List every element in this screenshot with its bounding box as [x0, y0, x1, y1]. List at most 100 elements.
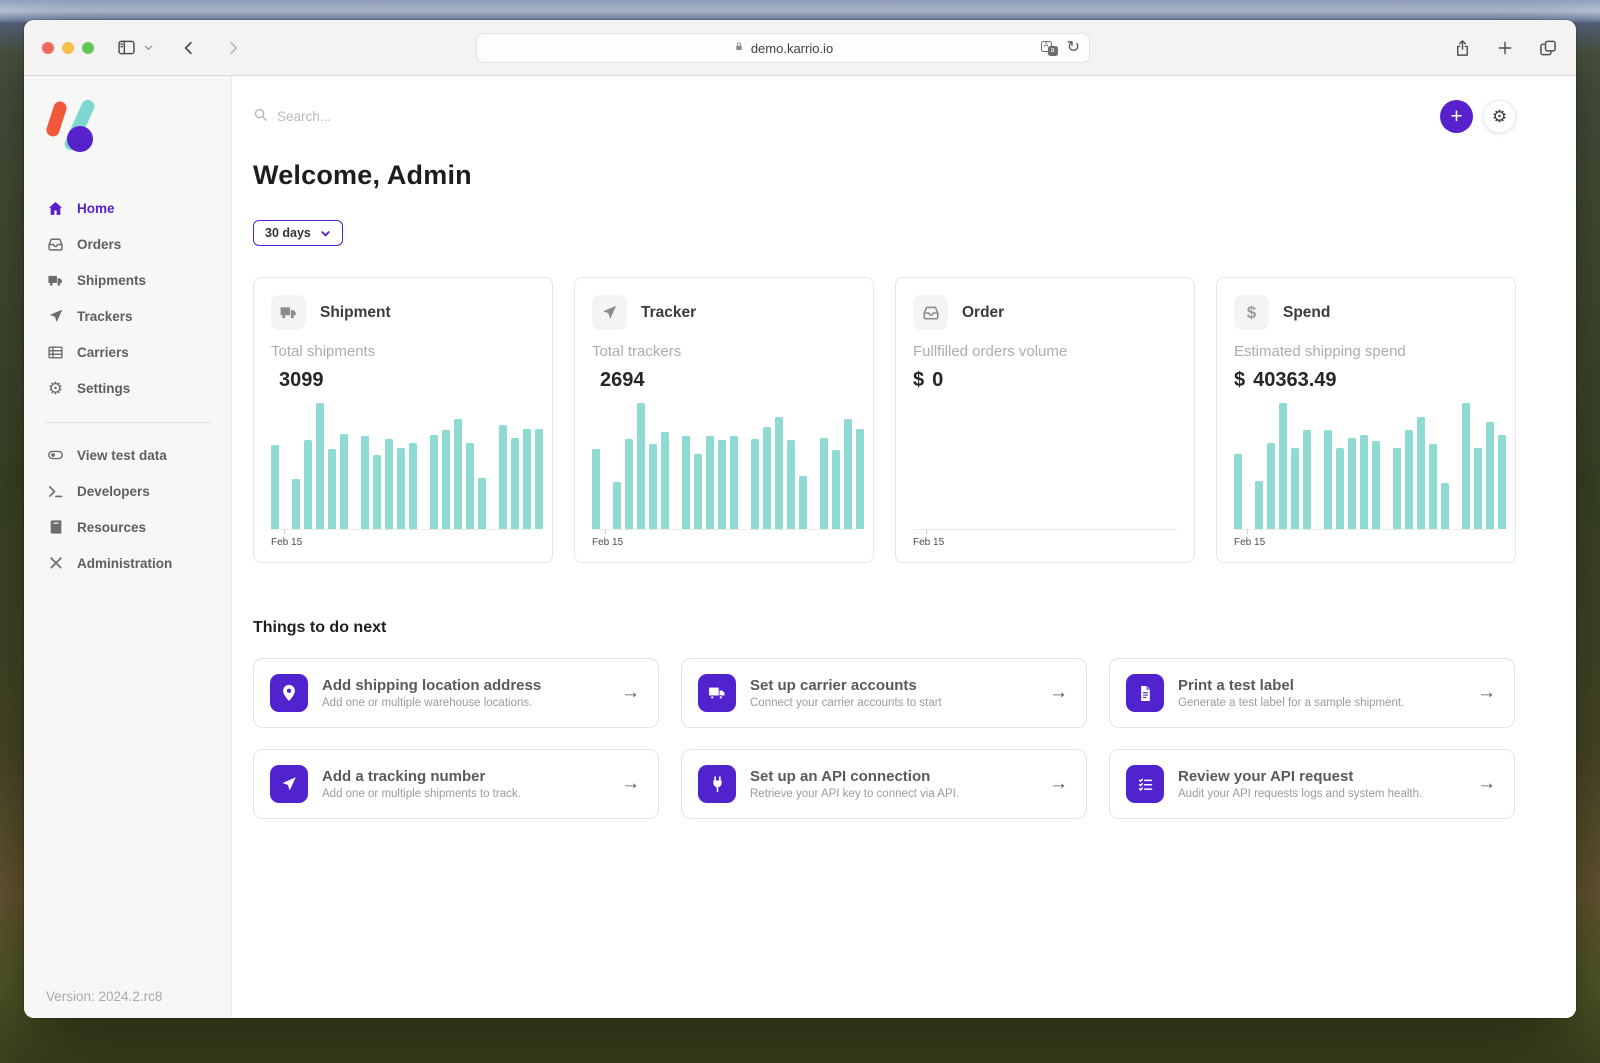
map-pin-icon — [270, 674, 308, 712]
task-setup-carrier-accounts[interactable]: Set up carrier accounts Connect your car… — [681, 658, 1087, 728]
task-title: Review your API request — [1178, 768, 1422, 785]
stat-title: Order — [962, 304, 1004, 322]
sidebar-item-orders[interactable]: Orders — [24, 226, 231, 262]
karrio-logo — [46, 98, 98, 154]
close-window-button[interactable] — [42, 42, 54, 54]
sidebar-item-label: View test data — [77, 448, 167, 463]
chart-x-label: Feb 15 — [913, 537, 1177, 548]
browser-window: demo.karrio.io Aa ↻ — [24, 20, 1576, 1018]
sidebar-item-label: Administration — [77, 556, 172, 571]
sidebar-item-label: Orders — [77, 237, 121, 252]
arrow-right-icon: → — [1049, 773, 1068, 795]
plug-icon — [698, 765, 736, 803]
task-subtitle: Generate a test label for a sample shipm… — [1178, 697, 1404, 709]
sidebar-item-label: Trackers — [77, 309, 133, 324]
zoom-window-button[interactable] — [82, 42, 94, 54]
dollar-icon: $ — [1234, 295, 1269, 330]
forward-icon[interactable] — [224, 39, 242, 57]
period-value: 30 days — [265, 226, 311, 240]
navigation-icon — [270, 765, 308, 803]
stat-subtitle: Estimated shipping spend — [1234, 343, 1498, 360]
lock-icon — [733, 40, 745, 56]
sidebar-item-shipments[interactable]: Shipments — [24, 262, 231, 298]
stat-card-spend: $ Spend Estimated shipping spend $40363.… — [1216, 277, 1516, 563]
reload-icon[interactable]: ↻ — [1067, 40, 1080, 56]
truck-icon — [698, 674, 736, 712]
terminal-icon — [47, 483, 64, 500]
sidebar-item-settings[interactable]: ⚙ Settings — [24, 370, 231, 406]
chart-x-label: Feb 15 — [592, 537, 856, 548]
settings-button-gear-icon[interactable]: ⚙ — [1483, 100, 1516, 133]
share-icon[interactable] — [1453, 38, 1472, 58]
task-add-tracking-number[interactable]: Add a tracking number Add one or multipl… — [253, 749, 659, 819]
todo-grid: Add shipping location address Add one or… — [253, 658, 1576, 819]
task-title: Set up carrier accounts — [750, 677, 942, 694]
sidebar-item-label: Shipments — [77, 273, 146, 288]
version-text: Version: 2024.2.rc8 — [46, 989, 162, 1004]
spend-bar-chart — [1234, 402, 1498, 530]
chart-x-label: Feb 15 — [271, 537, 535, 548]
back-icon[interactable] — [180, 39, 198, 57]
sidebar-item-administration[interactable]: Administration — [24, 545, 231, 581]
sidebar-item-developers[interactable]: Developers — [24, 473, 231, 509]
sidebar-item-resources[interactable]: Resources — [24, 509, 231, 545]
task-subtitle: Add one or multiple warehouse locations. — [322, 697, 541, 709]
task-title: Add shipping location address — [322, 677, 541, 694]
minimize-window-button[interactable] — [62, 42, 74, 54]
gear-icon: ⚙ — [47, 380, 64, 397]
sidebar-item-label: Home — [77, 201, 115, 216]
stat-subtitle: Total trackers — [592, 343, 856, 360]
task-print-test-label[interactable]: Print a test label Generate a test label… — [1109, 658, 1515, 728]
arrow-right-icon: → — [1049, 682, 1068, 704]
task-add-shipping-location[interactable]: Add shipping location address Add one or… — [253, 658, 659, 728]
task-setup-api-connection[interactable]: Set up an API connection Retrieve your A… — [681, 749, 1087, 819]
period-dropdown[interactable]: 30 days — [253, 220, 343, 246]
home-icon — [47, 200, 64, 217]
task-review-api-request[interactable]: Review your API request Audit your API r… — [1109, 749, 1515, 819]
truck-icon — [271, 295, 306, 330]
checklist-icon — [1126, 765, 1164, 803]
create-button[interactable]: + — [1440, 100, 1473, 133]
sidebar-item-label: Resources — [77, 520, 146, 535]
sidebar-item-trackers[interactable]: Trackers — [24, 298, 231, 334]
stat-title: Shipment — [320, 304, 391, 322]
search-input[interactable] — [277, 109, 577, 124]
sidebar-item-label: Settings — [77, 381, 130, 396]
stat-card-order: Order Fullfilled orders volume $0 Feb 15 — [895, 277, 1195, 563]
sidebar-divider — [44, 422, 211, 423]
url-text: demo.karrio.io — [751, 41, 833, 56]
main-content: + ⚙ Welcome, Admin 30 days Shipment — [232, 76, 1576, 1018]
sidebar-item-carriers[interactable]: Carriers — [24, 334, 231, 370]
stat-value: 2694 — [600, 369, 645, 392]
arrow-right-icon: → — [621, 773, 640, 795]
stat-subtitle: Total shipments — [271, 343, 535, 360]
sidebar-toggle-icon[interactable] — [116, 37, 137, 58]
book-icon — [47, 519, 64, 536]
tools-icon — [47, 555, 64, 572]
toggle-eye-icon — [47, 447, 64, 464]
arrow-right-icon: → — [621, 682, 640, 704]
task-title: Set up an API connection — [750, 768, 959, 785]
stat-title: Spend — [1283, 304, 1330, 322]
sidebar-item-view-test-data[interactable]: View test data — [24, 437, 231, 473]
toolbar-chevron-down-icon[interactable] — [143, 42, 154, 53]
document-icon — [1126, 674, 1164, 712]
todo-section-title: Things to do next — [253, 619, 1576, 637]
inbox-icon — [913, 295, 948, 330]
window-controls — [42, 42, 94, 54]
arrow-right-icon: → — [1477, 773, 1496, 795]
address-bar[interactable]: demo.karrio.io Aa ↻ — [476, 33, 1090, 63]
sidebar-item-home[interactable]: Home — [24, 190, 231, 226]
browser-toolbar: demo.karrio.io Aa ↻ — [24, 20, 1576, 76]
new-tab-icon[interactable] — [1496, 39, 1514, 57]
translate-icon[interactable]: Aa — [1041, 41, 1058, 56]
navigation-icon — [592, 295, 627, 330]
tab-overview-icon[interactable] — [1538, 38, 1558, 58]
task-subtitle: Connect your carrier accounts to start — [750, 697, 942, 709]
task-subtitle: Add one or multiple shipments to track. — [322, 788, 521, 800]
stats-row: Shipment Total shipments 3099 Feb 15 Tr — [253, 277, 1576, 563]
task-title: Add a tracking number — [322, 768, 521, 785]
search-box[interactable] — [253, 107, 577, 127]
stat-card-shipment: Shipment Total shipments 3099 Feb 15 — [253, 277, 553, 563]
chevron-down-icon — [320, 228, 331, 239]
